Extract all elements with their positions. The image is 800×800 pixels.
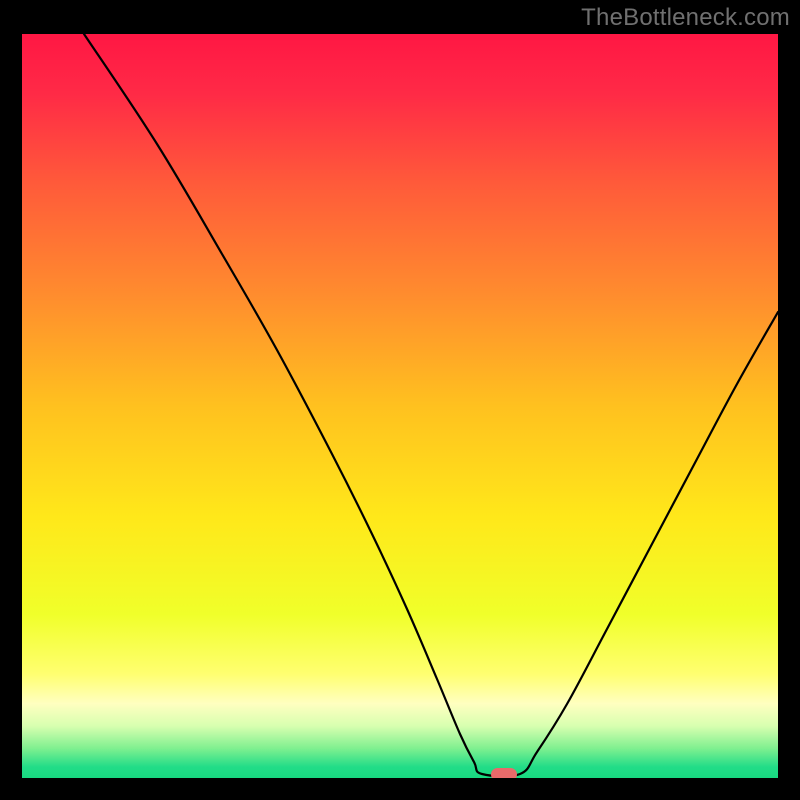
plot-area xyxy=(22,34,778,778)
chart-frame: TheBottleneck.com xyxy=(0,0,800,800)
frame-border-right xyxy=(778,0,800,800)
bottleneck-curve xyxy=(22,34,778,778)
watermark-source-label: TheBottleneck.com xyxy=(581,4,790,32)
frame-border-bottom xyxy=(0,778,800,800)
optimal-point-marker xyxy=(491,768,517,779)
frame-border-left xyxy=(0,0,22,800)
